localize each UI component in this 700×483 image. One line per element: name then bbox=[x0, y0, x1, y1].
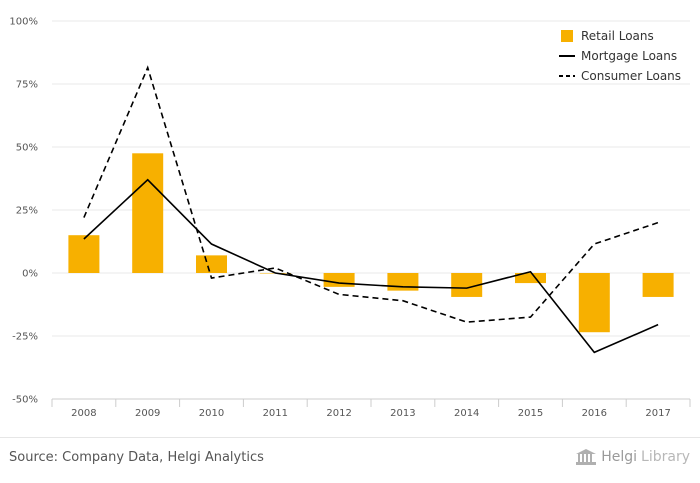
bar-2008 bbox=[68, 235, 100, 273]
bar-2016 bbox=[578, 273, 610, 333]
y-axis-ticks: 100% 75% 50% 25% 0% -25% -50% bbox=[9, 17, 38, 406]
x-tick-label: 2014 bbox=[454, 408, 479, 419]
retail-loans-bars bbox=[68, 153, 674, 333]
y-tick-label: 0% bbox=[22, 269, 38, 280]
y-tick-label: 25% bbox=[16, 206, 38, 217]
y-tick-label: -25% bbox=[12, 332, 38, 343]
y-tick-label: 75% bbox=[16, 80, 38, 91]
bar-2013 bbox=[387, 273, 419, 291]
source-note: Source: Company Data, Helgi Analytics bbox=[9, 450, 264, 465]
bar-2010 bbox=[196, 255, 227, 273]
logo-suffix: Library bbox=[641, 449, 690, 465]
x-tick-label: 2011 bbox=[263, 408, 288, 419]
y-tick-label: -50% bbox=[12, 395, 38, 406]
x-tick-label: 2008 bbox=[71, 408, 96, 419]
helgi-library-logo[interactable]: Helgi Library bbox=[575, 448, 690, 466]
x-tick-label: 2015 bbox=[518, 408, 543, 419]
library-building-icon bbox=[576, 449, 597, 465]
bar-2009 bbox=[132, 153, 164, 273]
legend: Retail Loans Mortgage Loans Consumer Loans bbox=[559, 29, 681, 83]
x-tick-label: 2016 bbox=[582, 408, 607, 419]
bar-2017 bbox=[642, 273, 674, 297]
x-tick-label: 2012 bbox=[326, 408, 351, 419]
x-tick-label: 2017 bbox=[645, 408, 670, 419]
chart: 100% 75% 50% 25% 0% -25% -50% 2008 2009 2010 2011… bbox=[9, 17, 691, 419]
consumer-loans-line bbox=[83, 65, 659, 323]
legend-label: Retail Loans bbox=[581, 29, 654, 43]
legend-label: Mortgage Loans bbox=[581, 49, 677, 63]
footer-divider bbox=[0, 437, 700, 438]
bar-2014 bbox=[451, 273, 483, 297]
x-tick-label: 2013 bbox=[390, 408, 415, 419]
x-tick-label: 2009 bbox=[135, 408, 160, 419]
bar-2015 bbox=[515, 273, 546, 284]
bar-2012 bbox=[323, 273, 355, 287]
legend-label: Consumer Loans bbox=[581, 69, 681, 83]
y-tick-label: 100% bbox=[9, 17, 38, 28]
y-tick-label: 50% bbox=[16, 143, 38, 154]
legend-swatch-bar bbox=[561, 30, 573, 42]
x-tick-label: 2010 bbox=[199, 408, 224, 419]
loan-lines bbox=[83, 65, 659, 354]
logo-name: Helgi bbox=[601, 449, 638, 465]
x-axis: 2008 2009 2010 2011 2012 2013 2014 2015 2016 2017 bbox=[51, 398, 691, 419]
mortgage-loans-line bbox=[83, 178, 659, 354]
